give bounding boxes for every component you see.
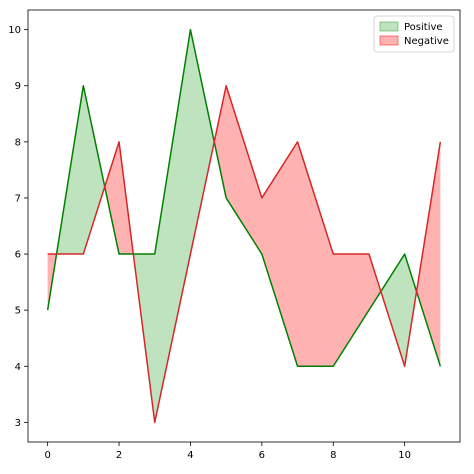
- x-tick-label: 6: [259, 450, 265, 461]
- tick-layer: 0 2 4 6 8 10 3 4 5 6 7 8 9 10: [8, 25, 411, 461]
- y-tick-label: 9: [15, 81, 21, 92]
- y-tick-label: 4: [15, 362, 21, 373]
- x-tick-label: 2: [116, 450, 122, 461]
- negative-fill-region-2: [104, 141, 134, 255]
- legend-label-positive: Positive: [404, 22, 443, 33]
- y-tick-label: 5: [15, 306, 21, 317]
- plot-frame: [27, 9, 461, 443]
- legend-swatch-positive: [379, 21, 399, 32]
- positive-fill-region-5: [380, 254, 417, 367]
- y-tick-label: 7: [15, 193, 21, 204]
- legend-box: [373, 15, 455, 53]
- x-tick-label: 0: [44, 450, 50, 461]
- negative-fill-region-6: [416, 141, 441, 367]
- positive-fill-region-1: [56, 85, 105, 255]
- series-line-red-line: [47, 84, 442, 424]
- y-tick-label: 10: [8, 25, 21, 36]
- x-tick-label: 8: [330, 450, 336, 461]
- x-tick-label: 4: [187, 450, 193, 461]
- fill-layer: [47, 29, 441, 423]
- legend-swatch-negative: [379, 35, 399, 46]
- x-tick-label: 10: [398, 450, 411, 461]
- positive-fill-region-3: [133, 29, 215, 423]
- y-tick-label: 8: [15, 137, 21, 148]
- negative-fill-region-4: [214, 85, 381, 367]
- line-layer: [46, 28, 442, 424]
- legend: Positive Negative: [373, 15, 455, 53]
- series-line-green-line: [46, 28, 442, 368]
- legend-label-negative: Negative: [404, 36, 449, 47]
- y-tick-label: 3: [15, 418, 21, 429]
- axes-frame: [27, 9, 461, 443]
- y-tick-label: 6: [15, 250, 21, 261]
